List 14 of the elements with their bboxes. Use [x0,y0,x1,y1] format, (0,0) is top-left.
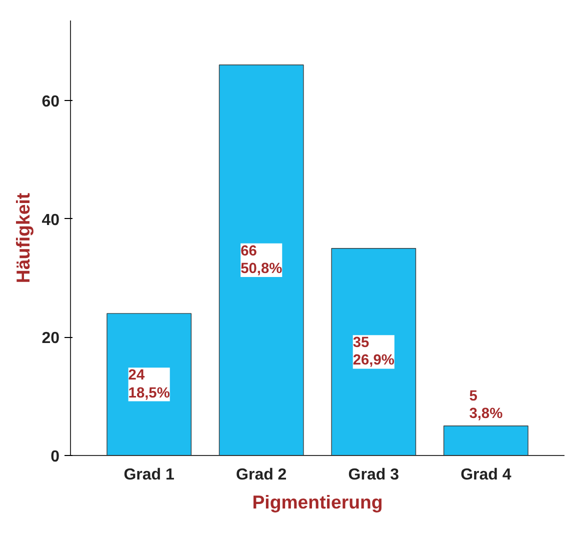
y-tick-label: 20 [42,330,60,348]
y-tick-label: 60 [42,93,60,110]
data-label: 35 26,9% [352,335,394,369]
x-tick-label: Grad 3 [348,466,400,484]
y-tick-label: 40 [42,212,60,229]
x-tick-label: Grad 2 [236,466,287,484]
data-label: 24 18,5% [128,368,170,402]
data-label: 66 50,8% [240,243,282,277]
y-tick-label: 0 [50,448,60,466]
x-axis-title: Pigmentierung [252,492,383,512]
x-tick-label: Grad 1 [124,466,175,484]
data-label: 5 3,8% [469,388,503,422]
x-tick-label: Grad 4 [460,466,512,484]
y-axis-title: Häufigkeit [12,192,34,284]
